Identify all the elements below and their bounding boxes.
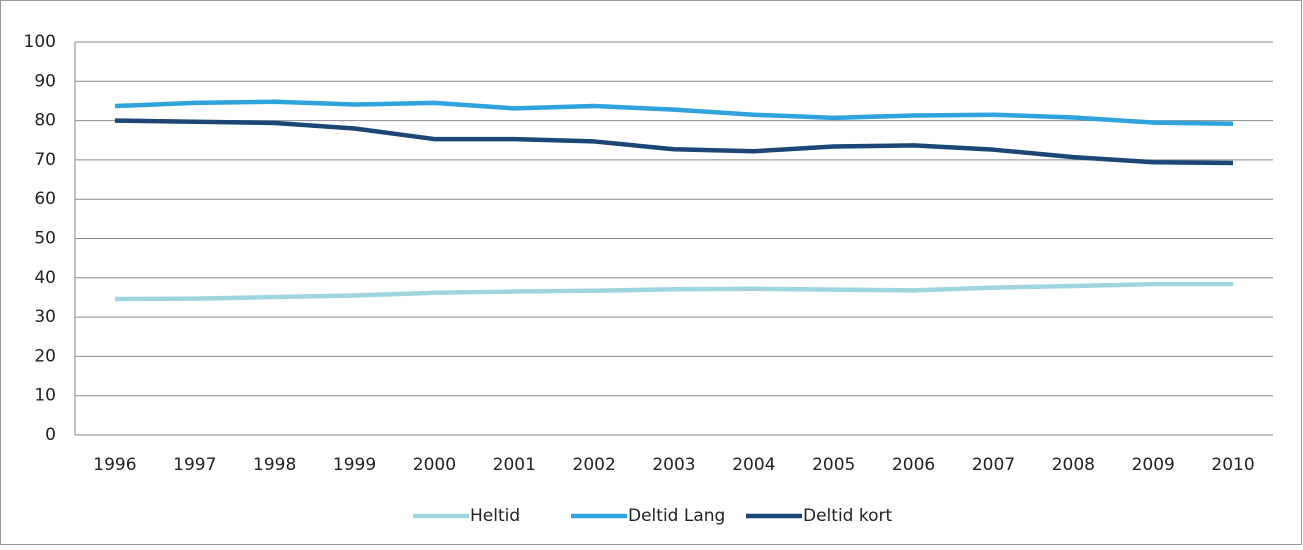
x-tick-label: 2000 (413, 455, 456, 475)
y-tick-label: 40 (34, 268, 56, 288)
x-tick-label: 2008 (1052, 455, 1095, 475)
legend-label: Deltid kort (803, 506, 892, 526)
y-tick-label: 100 (24, 32, 56, 52)
y-tick-label: 90 (34, 71, 56, 91)
x-tick-label: 1997 (173, 455, 216, 475)
line-series (114, 118, 1234, 166)
y-tick-label: 30 (34, 307, 56, 327)
y-tick-label: 0 (45, 425, 56, 445)
legend-label: Heltid (470, 506, 520, 526)
y-tick-label: 50 (34, 229, 56, 249)
x-tick-label: 2010 (1211, 455, 1254, 475)
legend-label: Deltid Lang (628, 506, 725, 526)
x-tick-label: 2006 (892, 455, 935, 475)
y-tick-label: 60 (34, 189, 56, 209)
x-tick-label: 2002 (573, 455, 616, 475)
line-series (114, 281, 1234, 302)
x-tick-label: 2003 (652, 455, 695, 475)
x-tick-label: 1999 (333, 455, 376, 475)
x-tick-label: 2005 (812, 455, 855, 475)
x-tick-label: 1996 (93, 455, 136, 475)
y-tick-label: 10 (34, 386, 56, 406)
x-tick-label: 2001 (493, 455, 536, 475)
x-tick-label: 2004 (732, 455, 775, 475)
line-series (114, 99, 1234, 126)
x-tick-label: 1998 (253, 455, 296, 475)
y-tick-label: 20 (34, 346, 56, 366)
y-tick-label: 70 (34, 150, 56, 170)
y-tick-label: 80 (34, 111, 56, 131)
x-tick-label: 2007 (972, 455, 1015, 475)
x-tick-label: 2009 (1132, 455, 1175, 475)
